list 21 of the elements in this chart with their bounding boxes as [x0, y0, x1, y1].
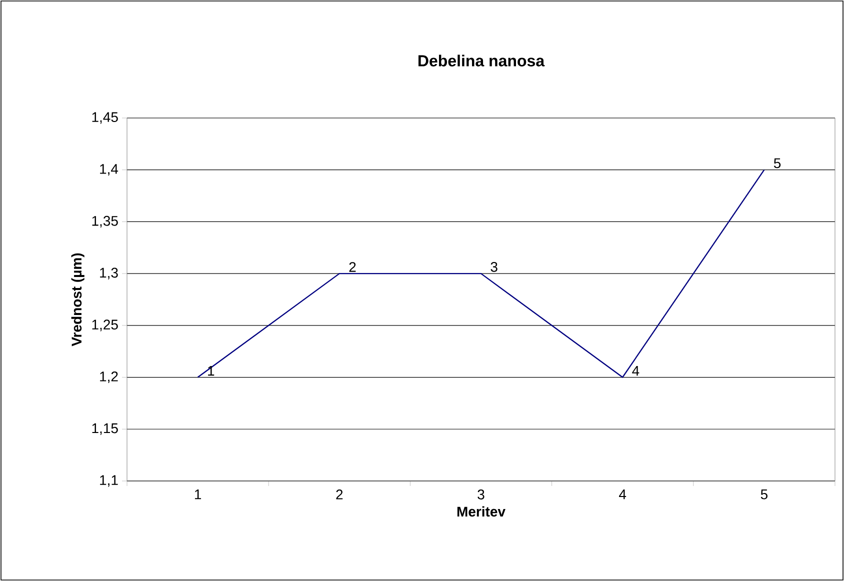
annotation: 4 [632, 366, 640, 376]
x-axis-title: Meritev [457, 506, 506, 517]
x-tick-label: 3 [478, 490, 484, 500]
y-tick-label: 1,3 [100, 268, 118, 280]
y-tick-label: 1,15 [92, 423, 118, 435]
y-tick-label: 1,4 [100, 164, 118, 176]
chart-title: Debelina nanosa [418, 54, 545, 66]
y-tick-label: 1,45 [92, 112, 118, 124]
annotation: 2 [349, 262, 356, 272]
y-axis-title: Vrednost (µm) [71, 253, 84, 346]
x-tick-label: 1 [194, 490, 202, 500]
x-tick-label: 2 [336, 490, 343, 500]
annotation: 1 [208, 366, 214, 376]
x-tick-label: 4 [619, 490, 626, 500]
y-tick-label: 1,2 [100, 371, 118, 384]
y-tick-label: 1,35 [92, 216, 118, 228]
y-tick-label: 1,1 [100, 475, 118, 487]
y-tick-label: 1,25 [92, 320, 118, 332]
annotation: 3 [490, 262, 498, 272]
x-tick-label: 5 [760, 490, 768, 500]
annotation: 5 [774, 158, 781, 168]
